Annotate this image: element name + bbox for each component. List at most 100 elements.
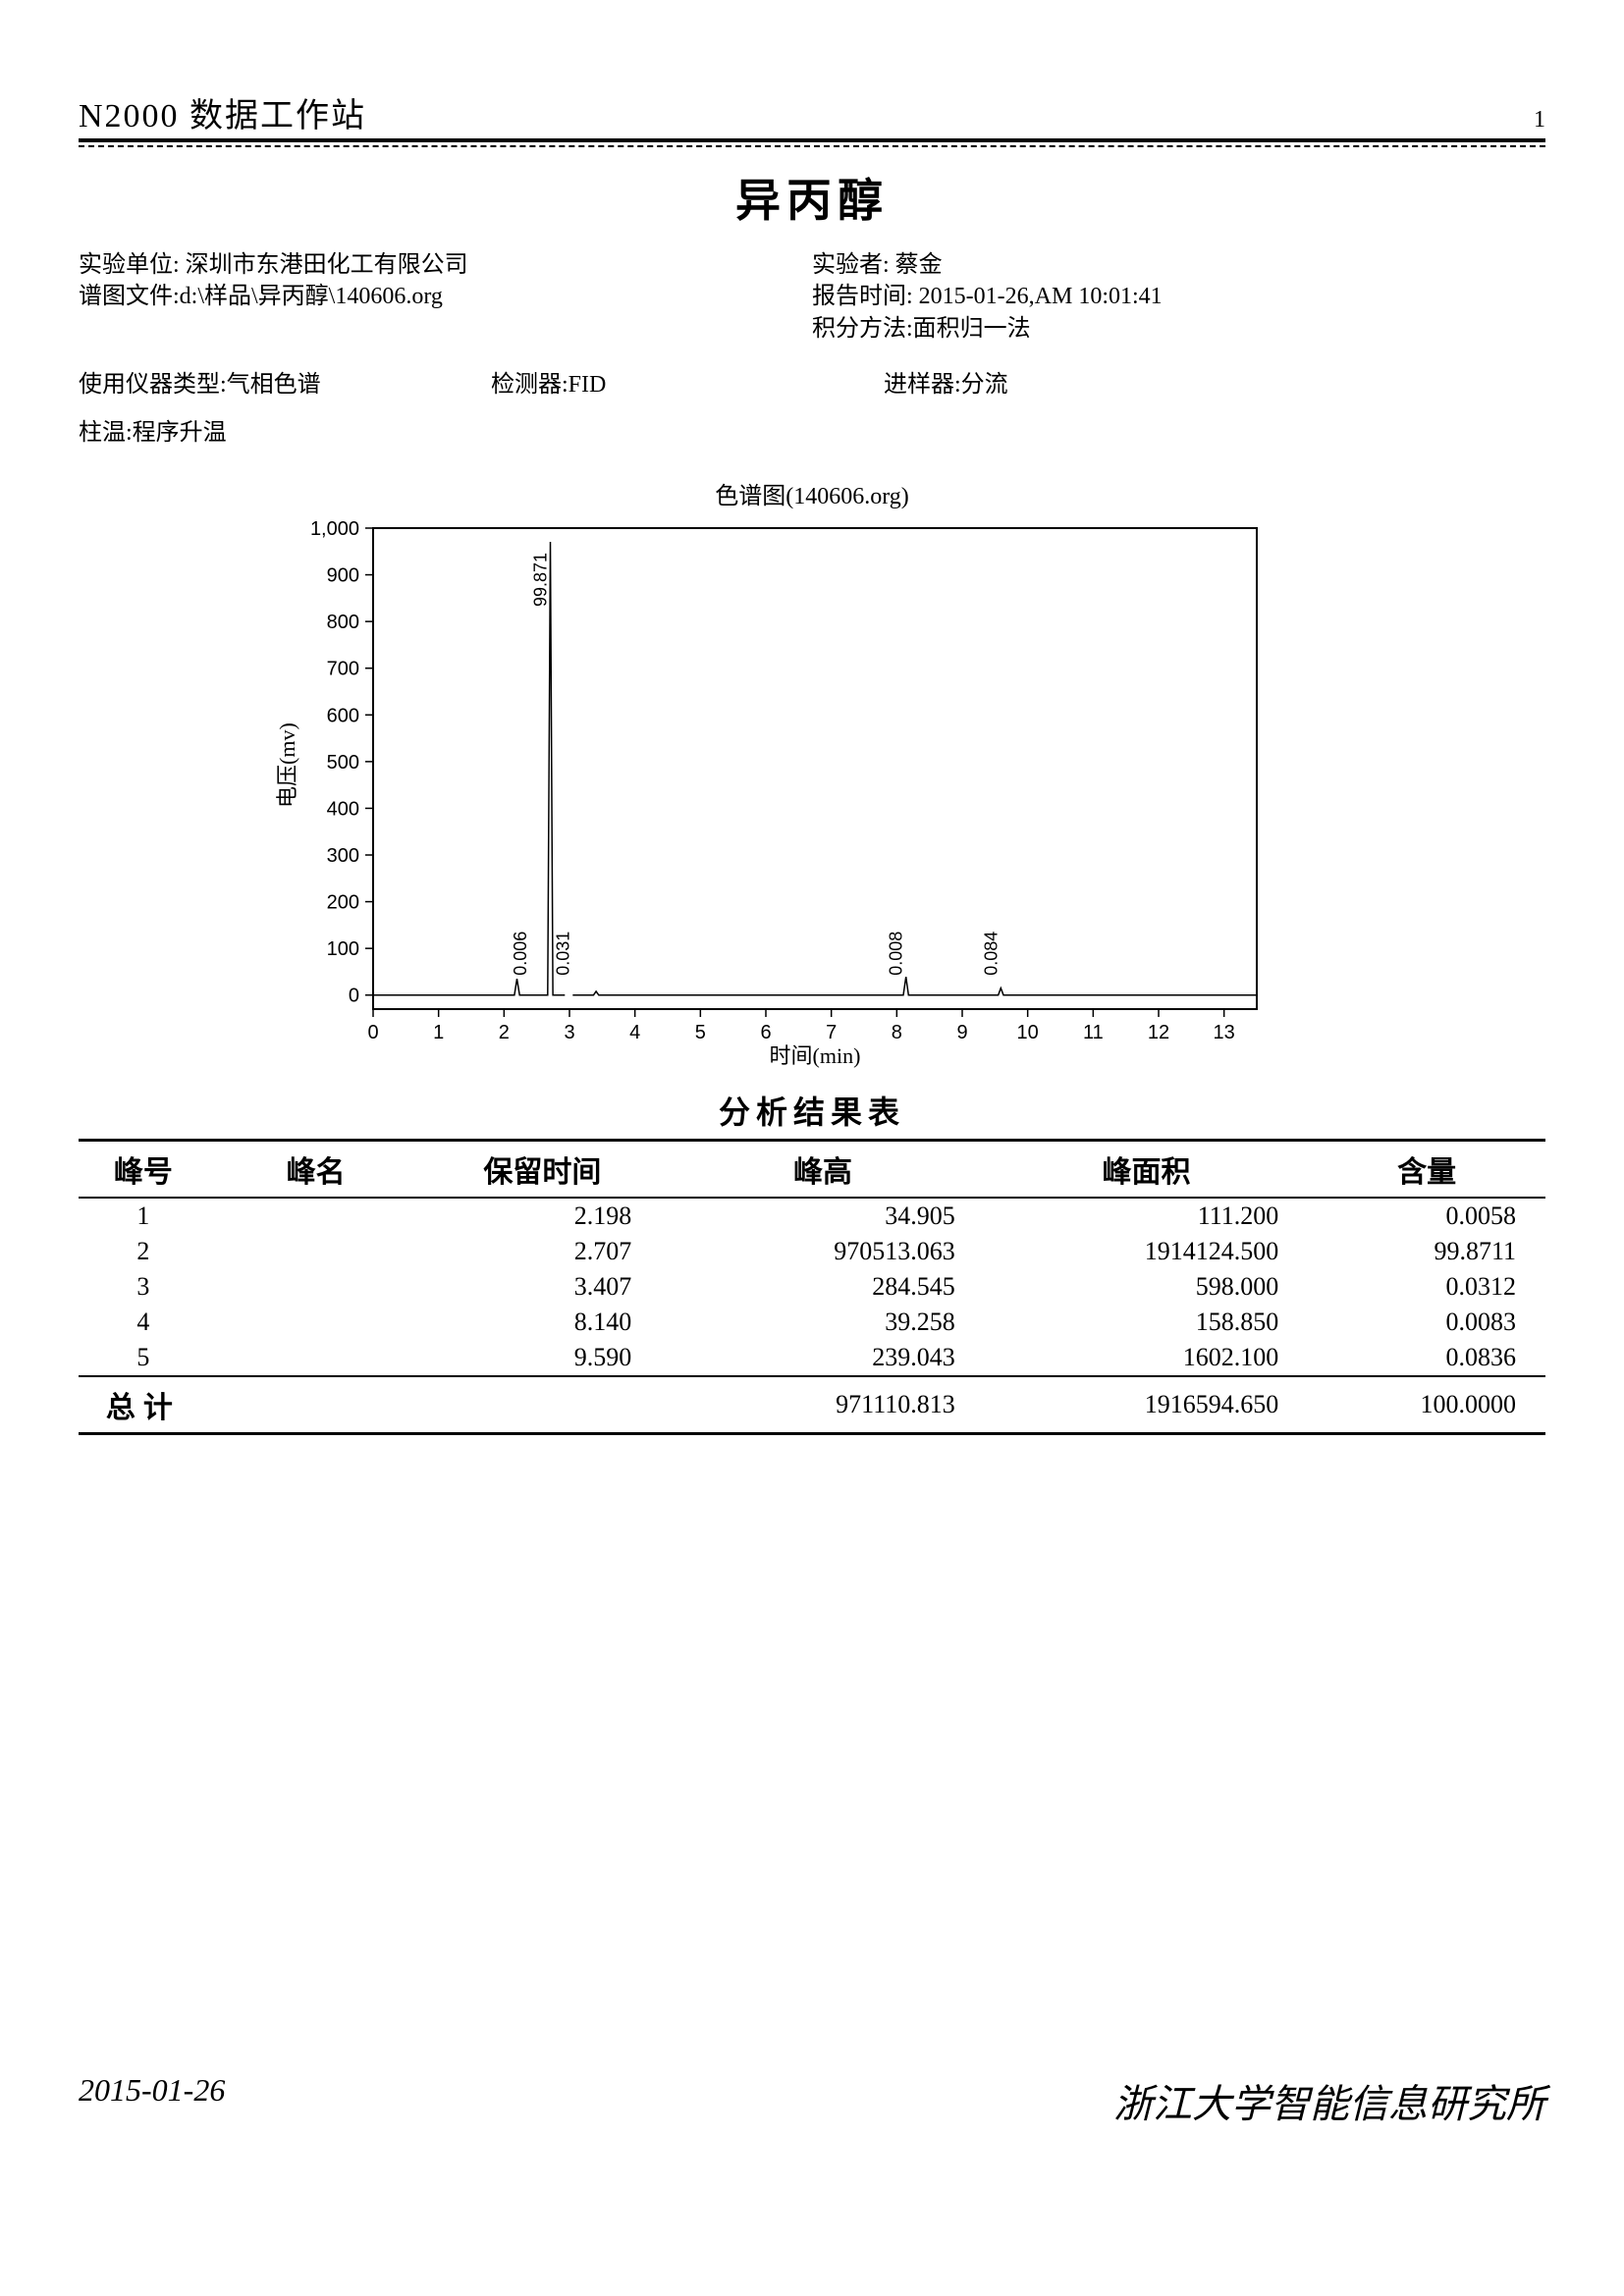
- svg-text:600: 600: [327, 705, 359, 726]
- file-label: 谱图文件:: [79, 284, 180, 309]
- cell: 2.707: [424, 1234, 662, 1269]
- svg-text:3: 3: [564, 1022, 574, 1043]
- cell: 3.407: [424, 1269, 662, 1305]
- cell: 239.043: [661, 1340, 985, 1376]
- operator-label: 实验者:: [812, 252, 890, 278]
- operator: 蔡金: [890, 252, 943, 278]
- svg-text:4: 4: [629, 1022, 640, 1043]
- svg-text:8: 8: [892, 1022, 902, 1043]
- lab-unit: 深圳市东港田化工有限公司: [180, 252, 468, 278]
- cell: 总计: [79, 1376, 208, 1434]
- cell: 8.140: [424, 1305, 662, 1340]
- results-title: 分析结果表: [79, 1088, 1545, 1133]
- svg-text:0.031: 0.031: [553, 932, 572, 976]
- table-row: 48.14039.258158.8500.0083: [79, 1305, 1545, 1340]
- svg-text:500: 500: [327, 752, 359, 774]
- svg-text:99.871: 99.871: [530, 553, 550, 607]
- svg-text:11: 11: [1083, 1022, 1104, 1043]
- th-peak-no: 峰号: [79, 1141, 208, 1199]
- cell: [424, 1376, 662, 1434]
- chart-title: 色谱图(140606.org): [79, 476, 1545, 510]
- th-height: 峰高: [661, 1141, 985, 1199]
- svg-text:200: 200: [327, 892, 359, 914]
- svg-text:12: 12: [1148, 1022, 1169, 1043]
- cell: 111.200: [985, 1198, 1309, 1234]
- svg-text:0.008: 0.008: [887, 932, 906, 976]
- cell: 970513.063: [661, 1234, 985, 1269]
- chromatogram-svg: 0 100 200 300 400 500 600 700 800 900 1,000 0 12 3 4 5 6…: [255, 518, 1286, 1068]
- cell: 158.850: [985, 1305, 1309, 1340]
- instr-type-label: 使用仪器类型:: [79, 372, 227, 398]
- column-temp-label: 柱温:: [79, 420, 133, 446]
- cell: 4: [79, 1305, 208, 1340]
- cell: 2: [79, 1234, 208, 1269]
- chromatogram-chart: 0 100 200 300 400 500 600 700 800 900 1,000 0 12 3 4 5 6…: [255, 518, 1306, 1068]
- report-time: 2015-01-26,AM 10:01:41: [913, 284, 1163, 309]
- cell: [208, 1305, 424, 1340]
- svg-text:7: 7: [826, 1022, 837, 1043]
- svg-text:800: 800: [327, 612, 359, 633]
- instr-type: 气相色谱: [227, 372, 321, 398]
- table-row: 2 2.707970513.0631914124.50099.8711: [79, 1234, 1545, 1269]
- meta-block: 实验单位: 深圳市东港田化工有限公司 谱图文件:d:\样品\异丙醇\140606…: [79, 249, 1545, 345]
- table-row: 12.19834.905111.2000.0058: [79, 1198, 1545, 1234]
- method-label: 积分方法:: [812, 316, 913, 342]
- svg-text:5: 5: [695, 1022, 706, 1043]
- footer-date: 2015-01-26: [79, 2072, 225, 2129]
- system-title: N2000 数据工作站: [79, 88, 366, 136]
- cell: [208, 1234, 424, 1269]
- injector-label: 进样器:: [884, 372, 961, 398]
- table-total-row: 总计971110.8131916594.650100.0000: [79, 1376, 1545, 1434]
- svg-text:13: 13: [1214, 1022, 1235, 1043]
- cell: 3: [79, 1269, 208, 1305]
- th-peak-name: 峰名: [208, 1141, 424, 1199]
- cell: 1602.100: [985, 1340, 1309, 1376]
- detector: FID: [568, 372, 607, 398]
- svg-text:0: 0: [367, 1022, 378, 1043]
- cell: 39.258: [661, 1305, 985, 1340]
- injector: 分流: [961, 372, 1008, 398]
- cell: [208, 1198, 424, 1234]
- svg-text:100: 100: [327, 938, 359, 960]
- report-time-label: 报告时间:: [812, 284, 913, 309]
- table-row: 33.407284.545598.0000.0312: [79, 1269, 1545, 1305]
- cell: 5: [79, 1340, 208, 1376]
- cell: 284.545: [661, 1269, 985, 1305]
- svg-text:0: 0: [349, 986, 359, 1007]
- svg-text:900: 900: [327, 565, 359, 587]
- cell: 2.198: [424, 1198, 662, 1234]
- th-rt: 保留时间: [424, 1141, 662, 1199]
- footer-org: 浙江大学智能信息研究所: [1113, 2072, 1545, 2129]
- th-area: 峰面积: [985, 1141, 1309, 1199]
- svg-text:400: 400: [327, 799, 359, 821]
- instrument-row: 使用仪器类型:气相色谱 检测器:FID 进样器:分流: [79, 364, 1545, 399]
- cell: [208, 1269, 424, 1305]
- column-temp-row: 柱温:程序升温: [79, 412, 1545, 447]
- svg-text:6: 6: [760, 1022, 771, 1043]
- table-row: 5 9.590239.0431602.1000.0836: [79, 1340, 1545, 1376]
- column-temp: 程序升温: [133, 420, 227, 446]
- th-content: 含量: [1308, 1141, 1545, 1199]
- svg-text:0.006: 0.006: [511, 932, 530, 976]
- page-header: N2000 数据工作站 1: [79, 88, 1545, 142]
- cell: 99.8711: [1308, 1234, 1545, 1269]
- document-title: 异丙醇: [79, 165, 1545, 230]
- cell: 1916594.650: [985, 1376, 1309, 1434]
- svg-text:1,000: 1,000: [310, 518, 359, 540]
- cell: 9.590: [424, 1340, 662, 1376]
- cell: 1: [79, 1198, 208, 1234]
- svg-text:300: 300: [327, 845, 359, 867]
- svg-text:0.084: 0.084: [981, 932, 1001, 976]
- cell: [208, 1376, 424, 1434]
- page-number: 1: [1534, 107, 1545, 133]
- cell: 34.905: [661, 1198, 985, 1234]
- cell: 1914124.500: [985, 1234, 1309, 1269]
- svg-text:10: 10: [1017, 1022, 1039, 1043]
- detector-label: 检测器:: [491, 372, 568, 398]
- svg-text:电压(mv): 电压(mv): [275, 722, 299, 808]
- file-path: d:\样品\异丙醇\140606.org: [180, 284, 443, 309]
- cell: 0.0836: [1308, 1340, 1545, 1376]
- table-header-row: 峰号 峰名 保留时间 峰高 峰面积 含量: [79, 1141, 1545, 1199]
- svg-text:700: 700: [327, 659, 359, 680]
- svg-text:2: 2: [499, 1022, 510, 1043]
